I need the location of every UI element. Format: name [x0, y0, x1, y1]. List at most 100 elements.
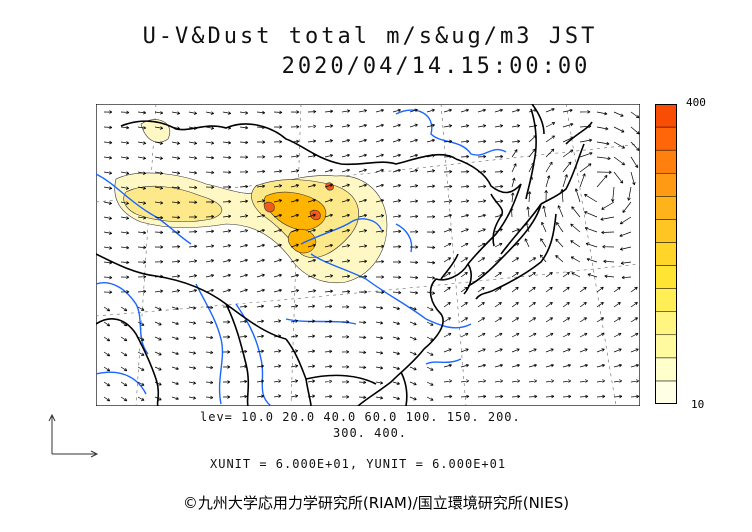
wind-arrow	[307, 274, 317, 278]
wind-arrow	[324, 153, 334, 158]
wind-arrow	[409, 169, 419, 173]
wind-arrow	[544, 190, 548, 203]
wind-arrow	[137, 216, 147, 220]
wind-arrow	[555, 255, 564, 263]
wind-arrow	[375, 366, 384, 370]
wind-arrow	[358, 198, 367, 203]
wind-arrow	[443, 139, 453, 144]
wind-arrow	[273, 394, 282, 398]
wind-arrow	[511, 317, 520, 323]
wind-arrow	[273, 110, 283, 115]
wind-arrow	[409, 381, 417, 386]
wind-arrow	[511, 108, 520, 113]
wind-arrow	[443, 199, 453, 203]
wind-arrow	[587, 273, 598, 278]
wind-arrow	[392, 381, 400, 385]
wind-arrow	[557, 205, 564, 218]
wind-arrow	[205, 288, 214, 293]
wind-arrow	[375, 396, 384, 400]
wind-arrow	[494, 271, 502, 278]
wind-arrow	[103, 186, 113, 190]
wind-arrow	[137, 110, 147, 115]
wind-arrow	[120, 141, 130, 145]
wind-arrow	[392, 229, 402, 234]
wind-arrow	[324, 109, 334, 114]
wind-arrow	[307, 154, 317, 158]
wind-arrow	[545, 161, 553, 173]
wind-arrow	[511, 139, 521, 144]
wind-arrow	[239, 111, 249, 115]
wind-arrow	[477, 363, 486, 368]
wind-arrow	[528, 271, 536, 278]
wind-arrow	[341, 274, 351, 279]
wind-arrow	[426, 396, 434, 401]
wind-arrow	[188, 171, 198, 175]
wind-arrow	[511, 332, 520, 338]
wind-arrow	[239, 170, 249, 174]
colorbar-swatch	[655, 126, 677, 151]
wind-arrow	[256, 214, 266, 218]
wind-arrow	[205, 170, 215, 175]
wind-arrow	[222, 185, 232, 189]
wind-arrow	[205, 244, 215, 248]
wind-arrow	[341, 244, 351, 248]
wind-arrow	[205, 200, 215, 204]
wind-arrow	[392, 396, 400, 400]
wind-arrow	[511, 286, 519, 293]
wind-arrow	[341, 183, 350, 188]
wind-arrow	[358, 380, 367, 385]
wind-arrow	[545, 301, 553, 308]
wind-arrow	[341, 305, 350, 309]
wind-arrow	[392, 183, 402, 188]
wind-arrow	[528, 148, 536, 158]
wind-arrow	[562, 136, 574, 143]
wind-arrow	[619, 231, 632, 238]
wind-arrow	[137, 381, 145, 386]
title-line-2-datetime: 2020/04/14.15:00:00	[281, 54, 591, 79]
wind-arrow	[477, 242, 486, 248]
wind-arrow	[426, 138, 435, 143]
wind-arrow	[596, 126, 609, 131]
wind-arrow	[205, 185, 215, 190]
wind-arrow	[562, 122, 574, 128]
wind-arrow	[188, 351, 197, 355]
wind-arrow	[171, 126, 181, 130]
wind-arrow	[460, 139, 470, 144]
dust-region-light	[140, 119, 171, 143]
wind-arrow	[171, 306, 179, 311]
wind-arrow	[443, 379, 453, 383]
wind-arrow	[601, 230, 615, 235]
wind-arrow	[171, 259, 181, 264]
wind-arrow	[611, 186, 615, 202]
wind-arrow	[103, 231, 113, 235]
wind-arrow	[239, 125, 249, 130]
wind-arrow	[273, 199, 283, 203]
wind-arrow	[188, 229, 198, 234]
wind-arrow	[392, 290, 402, 295]
wind-arrow	[494, 332, 503, 338]
wind-arrow	[562, 363, 571, 368]
wind-arrow	[511, 394, 521, 399]
wind-arrow	[545, 175, 551, 188]
wind-arrow	[528, 394, 538, 399]
wind-arrow	[205, 126, 215, 130]
wind-arrow	[171, 381, 179, 386]
wind-arrow	[120, 171, 130, 175]
wind-arrow	[188, 244, 198, 249]
wind-arrow	[341, 228, 350, 233]
wind-arrow	[613, 141, 625, 149]
wind-arrow	[358, 183, 367, 188]
wind-arrow	[511, 192, 515, 203]
wind-arrow	[341, 138, 351, 143]
wind-arrow	[562, 271, 570, 278]
wind-arrow	[579, 163, 592, 173]
wind-arrow	[205, 350, 214, 355]
wind-arrow	[596, 363, 605, 368]
wind-arrow	[571, 206, 581, 218]
wind-arrow	[239, 199, 249, 203]
wind-arrow	[256, 394, 265, 398]
wind-arrow	[239, 394, 248, 399]
wind-arrow	[630, 363, 639, 368]
wind-arrow	[171, 336, 179, 341]
wind-arrow	[154, 215, 164, 220]
